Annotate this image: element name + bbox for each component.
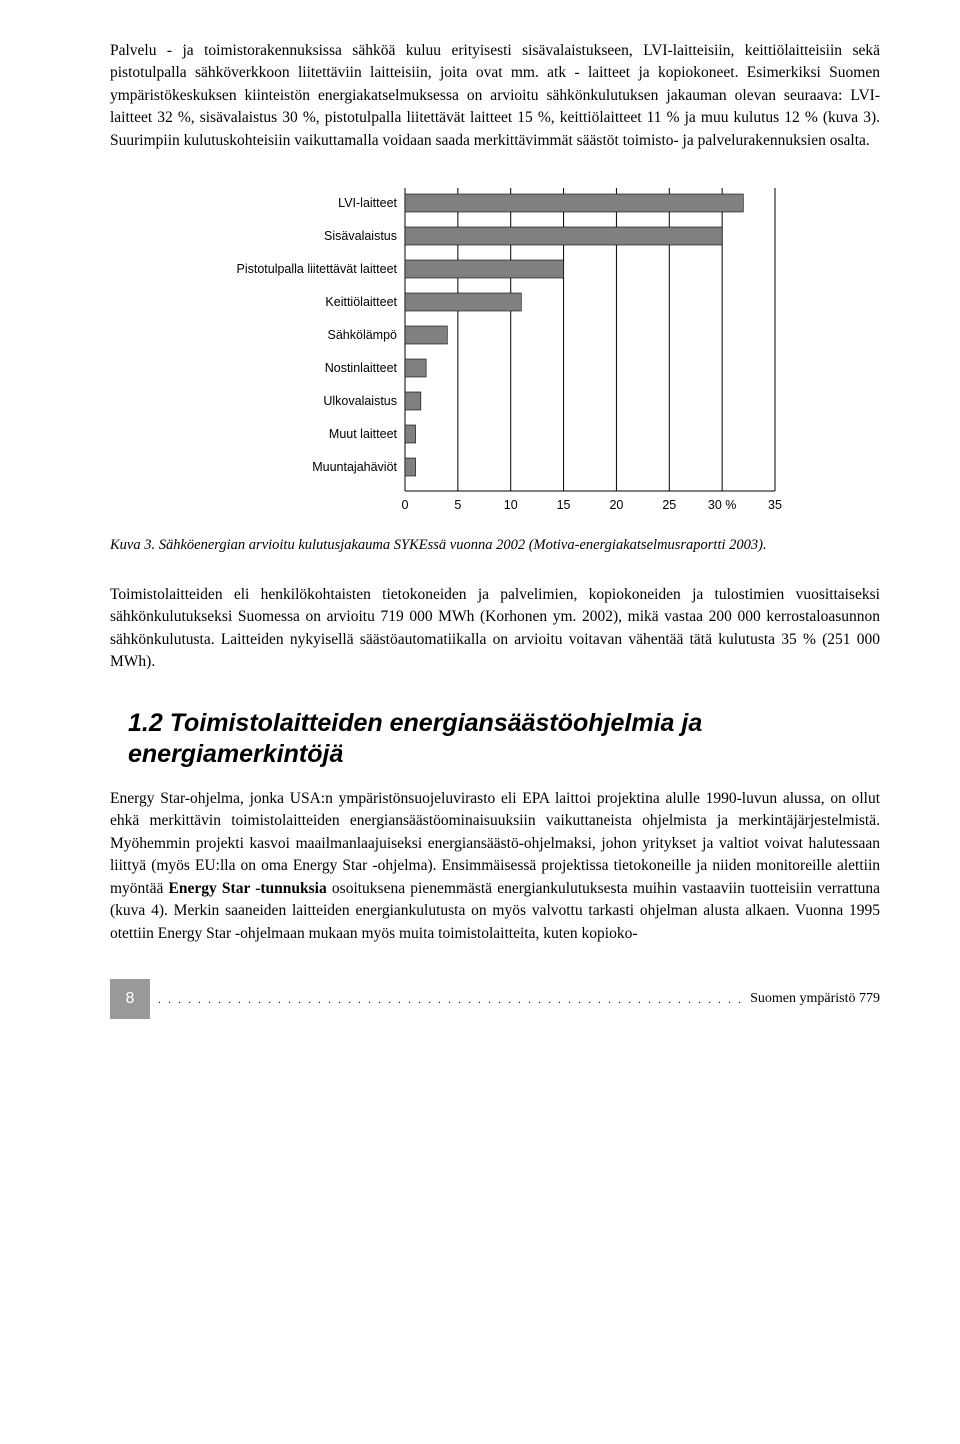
- paragraph-2: Toimistolaitteiden eli henkilökohtaisten…: [110, 584, 880, 674]
- chart-container: LVI-laitteet Sisävalaistus Pistotulpalla l…: [110, 188, 880, 521]
- chart-bar: [405, 326, 447, 344]
- chart-category-label: Pistotulpalla liitettävät laitteet: [236, 262, 397, 276]
- footer-publication-label: Suomen ympäristö 779: [750, 991, 880, 1007]
- chart-bar: [405, 425, 416, 443]
- chart-x-tick-label: 30 %: [708, 498, 737, 512]
- chart-x-tick-label: 20: [609, 498, 623, 512]
- figure-caption: Kuva 3. Sähköenergian arvioitu kulutusja…: [110, 535, 880, 555]
- chart-x-tick-label: 10: [504, 498, 518, 512]
- chart-bar: [405, 194, 743, 212]
- paragraph-3: Energy Star-ohjelma, jonka USA:n ympäris…: [110, 788, 880, 945]
- chart-x-tick-label: 15: [557, 498, 571, 512]
- chart-x-tick-label: 5: [454, 498, 461, 512]
- chart-bar: [405, 227, 722, 245]
- bar-chart: LVI-laitteet Sisävalaistus Pistotulpalla l…: [195, 188, 795, 521]
- chart-bar: [405, 392, 421, 410]
- chart-category-label: Muut laitteet: [329, 427, 398, 441]
- chart-category-label: Sähkölämpö: [328, 328, 398, 342]
- chart-category-label: Keittiölaitteet: [325, 295, 397, 309]
- chart-x-tick-label: 0: [402, 498, 409, 512]
- chart-category-label: Ulkovalaistus: [323, 394, 397, 408]
- footer-dots: . . . . . . . . . . . . . . . . . . . . …: [158, 992, 742, 1007]
- para3-bold: Energy Star -tunnuksia: [169, 880, 327, 897]
- section-heading: 1.2 Toimistolaitteiden energiansäästöohj…: [128, 708, 880, 771]
- chart-bar: [405, 458, 416, 476]
- chart-category-label: Muuntajahäviöt: [312, 460, 397, 474]
- page-footer: 8 . . . . . . . . . . . . . . . . . . . …: [110, 979, 880, 1019]
- chart-category-label: LVI-laitteet: [338, 196, 397, 210]
- chart-bar: [405, 260, 564, 278]
- chart-bar: [405, 359, 426, 377]
- chart-category-label: Sisävalaistus: [324, 229, 397, 243]
- paragraph-1: Palvelu - ja toimistorakennuksissa sähkö…: [110, 40, 880, 152]
- chart-x-tick-label: 35: [768, 498, 782, 512]
- chart-category-label: Nostinlaitteet: [325, 361, 398, 375]
- chart-bar: [405, 293, 521, 311]
- page-number: 8: [110, 979, 150, 1019]
- chart-x-tick-label: 25: [662, 498, 676, 512]
